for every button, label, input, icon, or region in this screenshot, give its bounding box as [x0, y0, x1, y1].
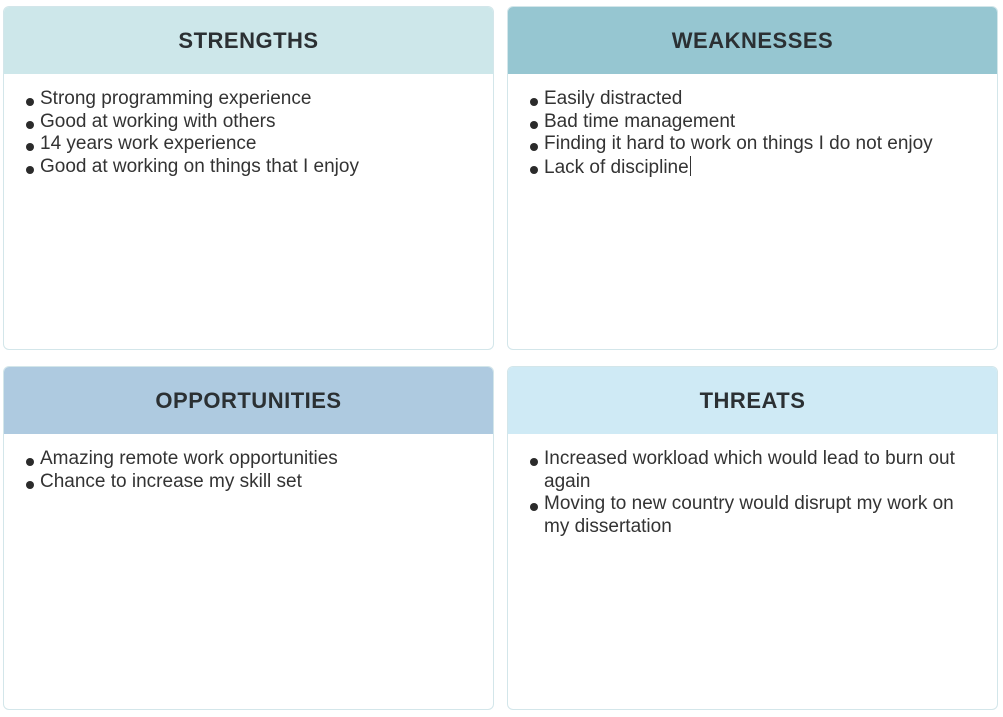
weaknesses-text-area[interactable]: Easily distracted Bad time management Fi… [508, 74, 997, 349]
weaknesses-item: Finding it hard to work on things I do n… [528, 133, 977, 156]
strengths-header: STRENGTHS [4, 7, 493, 74]
strengths-list: Strong programming experience Good at wo… [24, 88, 473, 178]
opportunities-header: OPPORTUNITIES [4, 367, 493, 434]
weaknesses-item-active: Lack of discipline [528, 155, 977, 180]
weaknesses-list: Easily distracted Bad time management Fi… [528, 88, 977, 179]
weaknesses-header: WEAKNESSES [508, 7, 997, 74]
threats-item: Moving to new country would disrupt my w… [528, 493, 977, 538]
threats-quadrant: THREATS Increased workload which would l… [507, 366, 998, 710]
threats-list: Increased workload which would lead to b… [528, 448, 977, 538]
strengths-item: Strong programming experience [24, 88, 473, 111]
threats-header: THREATS [508, 367, 997, 434]
opportunities-item: Chance to increase my skill set [24, 471, 473, 494]
threats-item: Increased workload which would lead to b… [528, 448, 977, 493]
weaknesses-item: Bad time management [528, 111, 977, 134]
threats-text-area[interactable]: Increased workload which would lead to b… [508, 434, 997, 709]
opportunities-item: Amazing remote work opportunities [24, 448, 473, 471]
weaknesses-item: Easily distracted [528, 88, 977, 111]
opportunities-text-area[interactable]: Amazing remote work opportunities Chance… [4, 434, 493, 709]
weaknesses-quadrant: WEAKNESSES Easily distracted Bad time ma… [507, 6, 998, 350]
opportunities-list: Amazing remote work opportunities Chance… [24, 448, 473, 493]
text-cursor [689, 155, 691, 176]
strengths-text-area[interactable]: Strong programming experience Good at wo… [4, 74, 493, 349]
strengths-item: Good at working with others [24, 111, 473, 134]
strengths-item: Good at working on things that I enjoy [24, 156, 473, 179]
strengths-item: 14 years work experience [24, 133, 473, 156]
weaknesses-item-text: Lack of discipline [544, 156, 689, 178]
strengths-quadrant: STRENGTHS Strong programming experience … [3, 6, 494, 350]
opportunities-quadrant: OPPORTUNITIES Amazing remote work opport… [3, 366, 494, 710]
